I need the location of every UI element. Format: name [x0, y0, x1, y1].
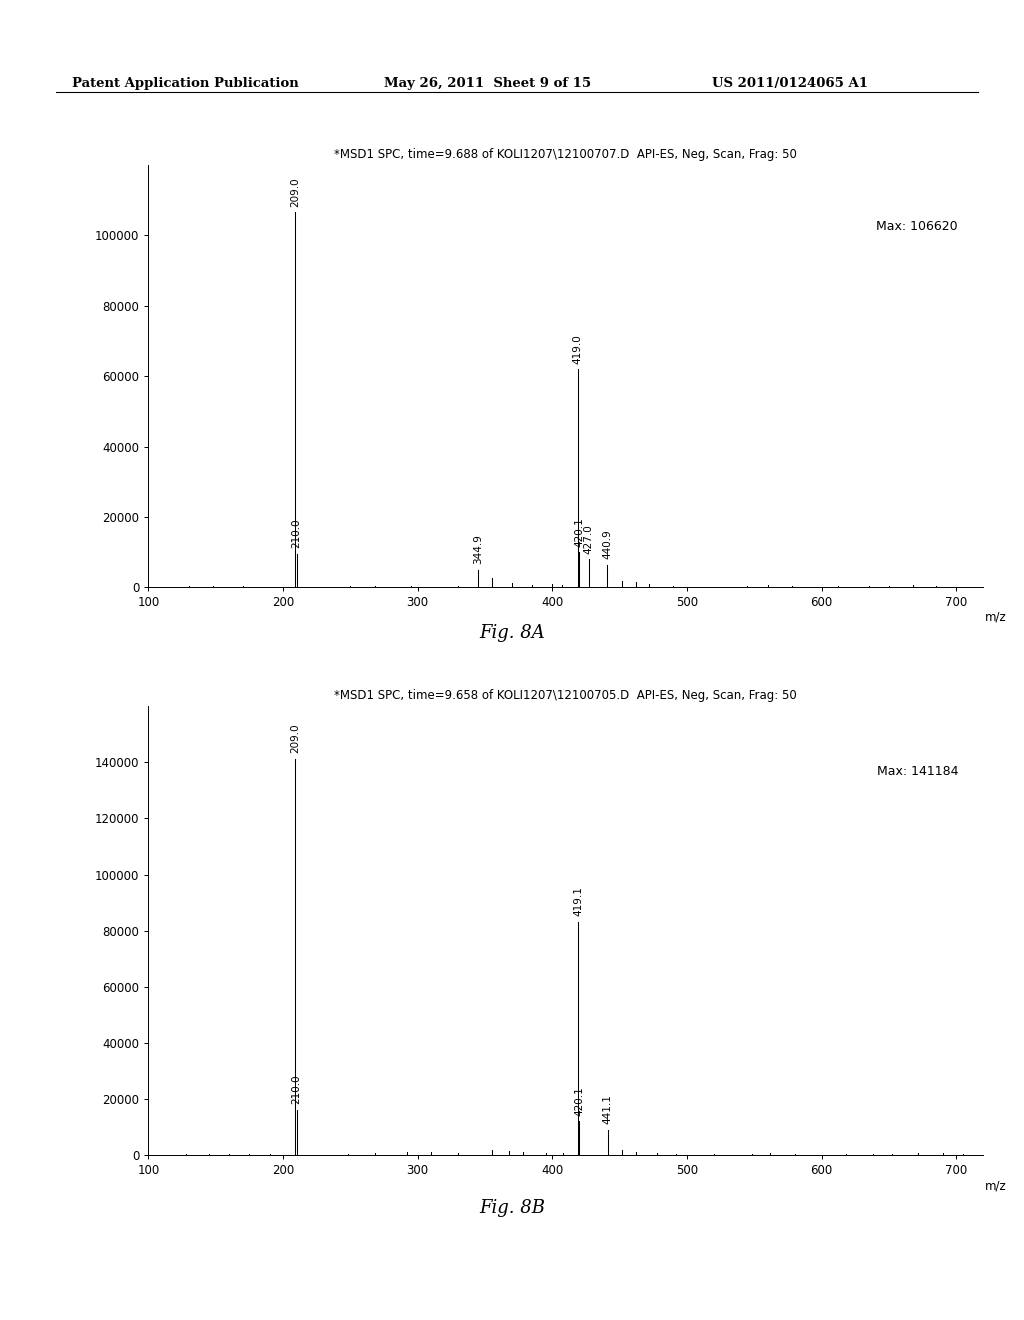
- Text: 210.0: 210.0: [292, 1074, 301, 1105]
- Text: 209.0: 209.0: [290, 177, 300, 207]
- Text: US 2011/0124065 A1: US 2011/0124065 A1: [712, 77, 867, 90]
- Text: 419.0: 419.0: [572, 334, 583, 364]
- Title: *MSD1 SPC, time=9.658 of KOLI1207\12100705.D  API-ES, Neg, Scan, Frag: 50: *MSD1 SPC, time=9.658 of KOLI1207\121007…: [335, 689, 797, 702]
- Text: 419.1: 419.1: [573, 887, 583, 916]
- Text: Max: 106620: Max: 106620: [877, 220, 958, 232]
- Title: *MSD1 SPC, time=9.688 of KOLI1207\12100707.D  API-ES, Neg, Scan, Frag: 50: *MSD1 SPC, time=9.688 of KOLI1207\121007…: [334, 148, 798, 161]
- Text: 440.9: 440.9: [602, 529, 612, 560]
- Text: m/z: m/z: [985, 611, 1007, 623]
- Text: 441.1: 441.1: [602, 1094, 612, 1123]
- Text: Fig. 8A: Fig. 8A: [479, 624, 545, 643]
- Text: May 26, 2011  Sheet 9 of 15: May 26, 2011 Sheet 9 of 15: [384, 77, 591, 90]
- Text: 344.9: 344.9: [473, 535, 483, 565]
- Text: Max: 141184: Max: 141184: [877, 764, 958, 777]
- Text: Fig. 8B: Fig. 8B: [479, 1199, 545, 1217]
- Text: Patent Application Publication: Patent Application Publication: [72, 77, 298, 90]
- Text: 210.0: 210.0: [292, 519, 301, 549]
- Text: 209.0: 209.0: [290, 723, 300, 754]
- Text: 420.1: 420.1: [574, 517, 585, 546]
- Text: 420.1: 420.1: [574, 1086, 585, 1115]
- Text: m/z: m/z: [985, 1180, 1007, 1193]
- Text: 427.0: 427.0: [584, 524, 594, 554]
